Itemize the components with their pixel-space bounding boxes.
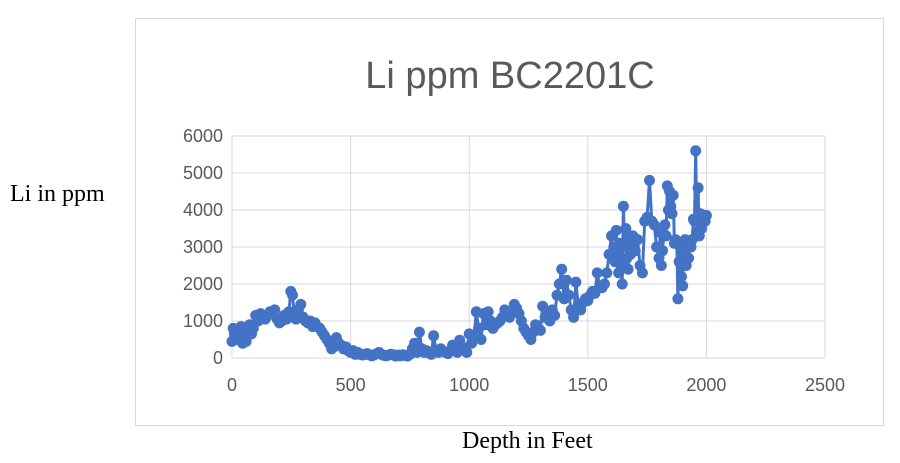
data-point — [591, 267, 603, 279]
chart-svg: Li ppm BC2201C 0100020003000400050006000… — [183, 55, 845, 395]
data-point — [660, 230, 672, 242]
data-point — [689, 215, 700, 227]
data-point — [659, 219, 671, 231]
data-point — [563, 289, 575, 301]
data-point — [692, 182, 704, 194]
y-tick-label: 3000 — [183, 237, 223, 257]
y-tick-label: 1000 — [183, 311, 223, 331]
chart-title: Li ppm BC2201C — [365, 55, 654, 97]
data-point — [655, 260, 667, 271]
data-point — [690, 145, 702, 157]
data-point — [568, 311, 580, 323]
data-point — [672, 293, 684, 305]
data-point — [657, 245, 668, 257]
data-point — [622, 263, 634, 275]
y-axis-label: Li in ppm — [10, 181, 105, 207]
grid-lines — [231, 135, 826, 359]
y-tick-label: 2000 — [183, 274, 223, 294]
data-point — [676, 271, 687, 283]
data-point — [561, 274, 572, 286]
x-tick-label: 1500 — [568, 375, 608, 395]
data-point — [667, 189, 679, 201]
data-point — [629, 245, 641, 257]
data-point — [620, 223, 632, 234]
data-point — [617, 200, 629, 212]
data-point — [700, 210, 712, 221]
data-point — [295, 298, 307, 310]
y-tick-label: 0 — [213, 348, 223, 368]
data-point — [413, 326, 425, 338]
data-point — [601, 267, 613, 279]
y-tick-label: 6000 — [183, 126, 223, 146]
data-point — [269, 304, 281, 316]
tick-labels: 0 1000 2000 3000 4000 5000 6000 0 500 1000 1500 200… — [183, 126, 845, 395]
data-point — [461, 346, 473, 358]
x-axis-label: Depth in Feet — [462, 428, 593, 454]
x-tick-label: 1000 — [449, 375, 489, 395]
data-point — [648, 219, 660, 231]
chart-area: Li ppm BC2201C 0 1000 2000 3000 4000 5000 6000… — [135, 18, 884, 426]
data-point — [677, 280, 689, 292]
data-point — [644, 174, 655, 186]
data-point — [475, 334, 487, 345]
x-tick-label: 500 — [336, 375, 366, 395]
x-tick-label: 2000 — [686, 375, 726, 395]
data-series — [226, 145, 712, 362]
data-point — [549, 309, 561, 321]
y-tick-label: 5000 — [183, 163, 223, 183]
data-point — [428, 330, 440, 342]
data-point — [611, 248, 623, 260]
data-point — [683, 252, 695, 264]
data-point — [287, 289, 298, 301]
data-point — [598, 278, 610, 290]
data-point — [570, 276, 582, 288]
y-tick-label: 4000 — [183, 200, 223, 220]
data-point — [610, 224, 622, 236]
data-point — [616, 278, 628, 290]
x-tick-label: 0 — [227, 375, 237, 395]
data-point — [666, 208, 678, 220]
data-point — [632, 234, 644, 246]
data-point — [556, 263, 568, 275]
data-point — [636, 267, 648, 279]
data-point — [482, 306, 494, 318]
x-tick-label: 2500 — [805, 375, 845, 395]
data-point — [534, 324, 546, 336]
